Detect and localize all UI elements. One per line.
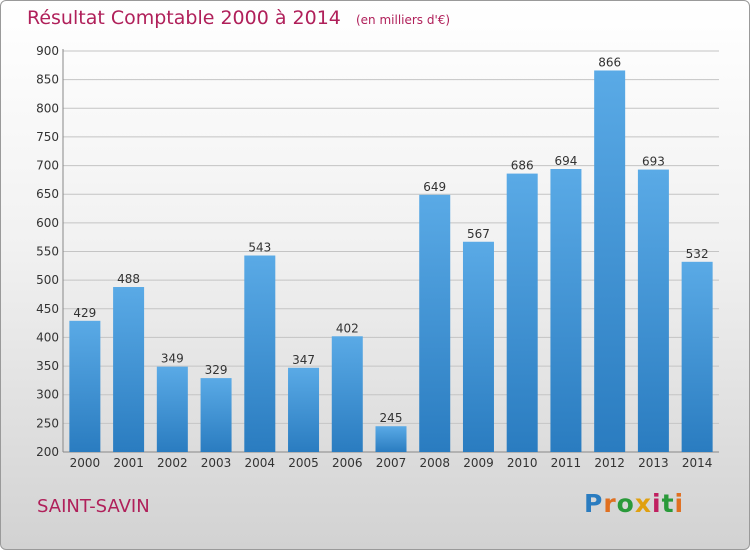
bar	[550, 169, 582, 452]
logo-letter: i	[652, 489, 662, 518]
logo-letter: t	[661, 489, 675, 518]
bar	[375, 426, 407, 452]
bar-value-label: 347	[292, 353, 315, 367]
bar-value-label: 532	[686, 247, 709, 261]
y-tick-label: 250	[36, 416, 59, 430]
logo-letter: i	[674, 489, 685, 518]
bar-value-label: 543	[248, 241, 271, 255]
bar-value-label: 245	[380, 411, 403, 425]
bar-value-label: 402	[336, 321, 359, 335]
y-tick-label: 650	[36, 187, 59, 201]
x-tick-label: 2001	[113, 456, 144, 470]
bar	[200, 378, 232, 452]
logo-letter: r	[603, 489, 617, 518]
y-tick-label: 850	[36, 73, 59, 87]
y-tick-label: 700	[36, 159, 59, 173]
commune-name: SAINT-SAVIN	[37, 496, 150, 517]
x-tick-label: 2004	[245, 456, 276, 470]
bar	[594, 70, 626, 452]
x-tick-label: 2010	[507, 456, 538, 470]
bar-value-label: 567	[467, 227, 490, 241]
bar-value-label: 488	[117, 272, 140, 286]
bar-value-label: 693	[642, 155, 665, 169]
x-tick-label: 2007	[376, 456, 407, 470]
proxiti-logo: Proxiti	[584, 489, 684, 518]
y-tick-label: 750	[36, 130, 59, 144]
x-tick-label: 2003	[201, 456, 232, 470]
y-tick-label: 300	[36, 388, 59, 402]
y-tick-label: 450	[36, 302, 59, 316]
bar	[681, 261, 713, 452]
x-tick-label: 2005	[288, 456, 319, 470]
bar-value-label: 694	[554, 154, 577, 168]
y-tick-label: 200	[36, 445, 59, 459]
bar	[113, 287, 145, 452]
bar	[506, 173, 538, 452]
chart-title-main: Résultat Comptable 2000 à 2014	[27, 7, 341, 29]
y-tick-label: 400	[36, 330, 59, 344]
bar	[419, 194, 451, 452]
y-tick-label: 600	[36, 216, 59, 230]
y-tick-label: 500	[36, 273, 59, 287]
bar	[156, 366, 188, 452]
bar	[244, 255, 276, 452]
logo-letter: x	[634, 489, 652, 518]
x-tick-label: 2002	[157, 456, 188, 470]
chart-title-unit: (en milliers d'€)	[355, 13, 451, 27]
bar	[331, 336, 363, 452]
x-tick-label: 2006	[332, 456, 363, 470]
y-tick-label: 800	[36, 101, 59, 115]
chart-title: Résultat Comptable 2000 à 2014 (en milli…	[27, 7, 450, 29]
bar	[637, 169, 669, 452]
y-tick-label: 350	[36, 359, 59, 373]
bar-value-label: 349	[161, 352, 184, 366]
bar	[288, 367, 320, 452]
bar-value-label: 686	[511, 159, 534, 173]
bar-value-label: 649	[423, 180, 446, 194]
x-tick-label: 2008	[419, 456, 450, 470]
bar	[69, 320, 101, 452]
x-tick-label: 2013	[638, 456, 669, 470]
logo-letter: o	[616, 489, 635, 518]
x-tick-label: 2014	[682, 456, 713, 470]
bar-value-label: 329	[205, 363, 228, 377]
y-tick-label: 900	[36, 44, 59, 58]
x-tick-label: 2000	[70, 456, 101, 470]
bar-value-label: 866	[598, 55, 621, 69]
x-tick-label: 2011	[551, 456, 582, 470]
bar	[462, 241, 494, 452]
logo-letter: P	[584, 489, 604, 518]
y-tick-label: 550	[36, 245, 59, 259]
x-tick-label: 2009	[463, 456, 494, 470]
bar-value-label: 429	[73, 306, 96, 320]
x-tick-label: 2012	[594, 456, 625, 470]
